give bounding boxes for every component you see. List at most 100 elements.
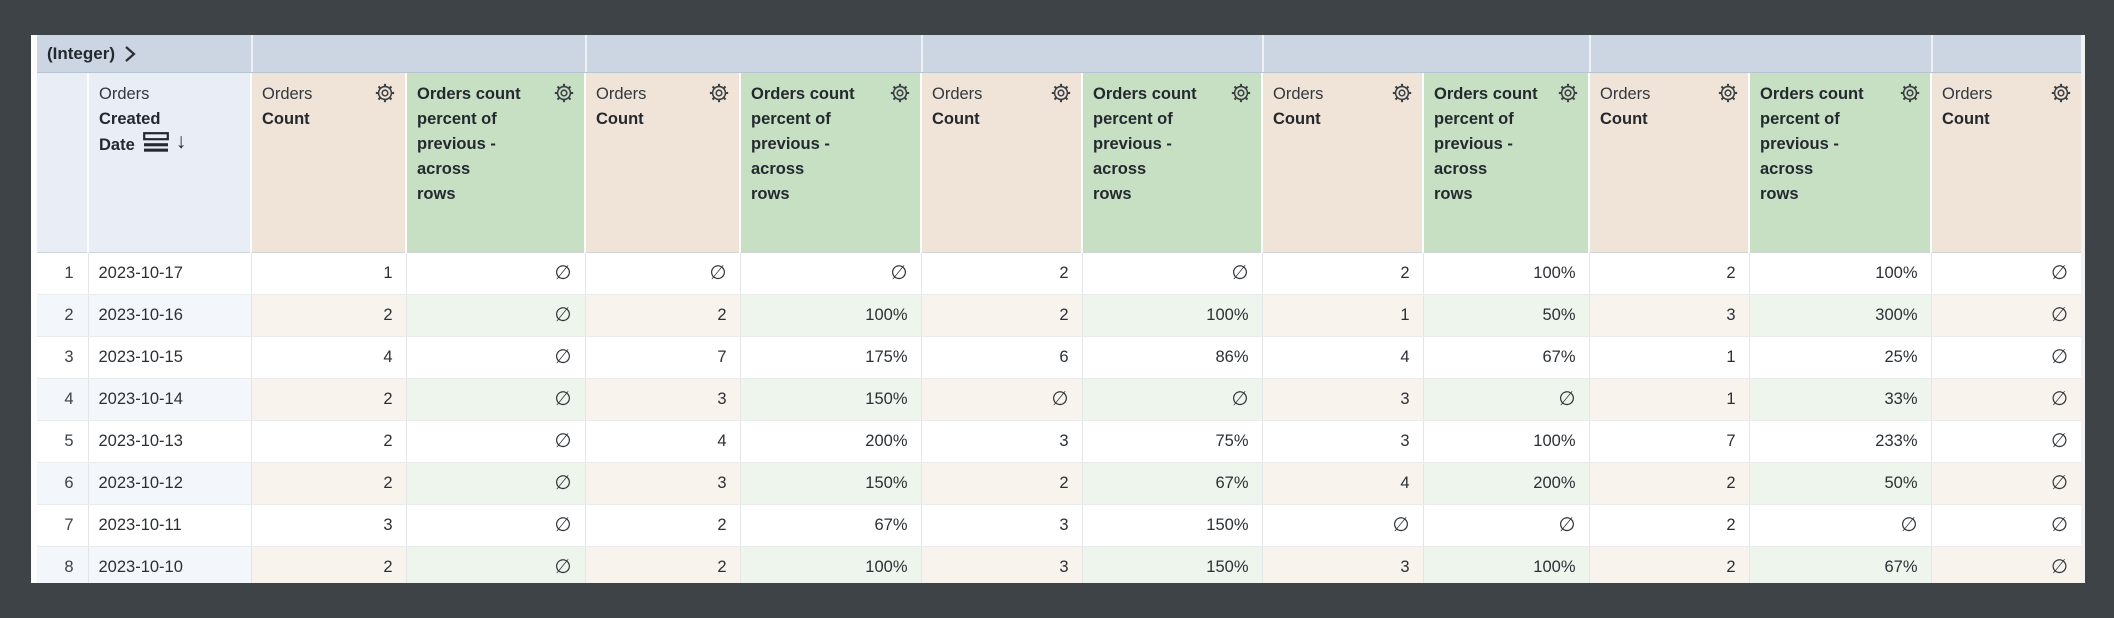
- count-cell[interactable]: 2: [1589, 546, 1750, 583]
- count-cell[interactable]: 2: [251, 378, 407, 421]
- count-cell[interactable]: ∅: [1262, 504, 1424, 547]
- count-cell[interactable]: 2: [1589, 252, 1750, 295]
- gear-icon[interactable]: [374, 82, 396, 104]
- count-cell[interactable]: ∅: [1931, 462, 2081, 505]
- count-cell[interactable]: ∅: [585, 252, 741, 295]
- count-cell[interactable]: 2: [921, 294, 1083, 337]
- percent-cell[interactable]: 150%: [740, 462, 922, 505]
- column-header-orders-count[interactable]: Orders Count: [1588, 73, 1749, 253]
- percent-cell[interactable]: 67%: [1082, 462, 1263, 505]
- percent-cell[interactable]: 150%: [1082, 546, 1263, 583]
- column-header-orders-count[interactable]: Orders Count: [1930, 73, 2081, 253]
- gear-icon[interactable]: [553, 82, 575, 104]
- gear-icon[interactable]: [2050, 82, 2072, 104]
- column-header-percent-of-previous[interactable]: Orders count percent of previous - across ro…: [1748, 73, 1931, 253]
- percent-cell[interactable]: 100%: [1423, 420, 1590, 463]
- percent-cell[interactable]: 100%: [1749, 252, 1932, 295]
- percent-cell[interactable]: ∅: [406, 252, 586, 295]
- column-header-percent-of-previous[interactable]: Orders count percent of previous - across ro…: [1422, 73, 1589, 253]
- percent-cell[interactable]: 300%: [1749, 294, 1932, 337]
- percent-cell[interactable]: ∅: [1082, 252, 1263, 295]
- count-cell[interactable]: ∅: [1931, 504, 2081, 547]
- count-cell[interactable]: 3: [585, 462, 741, 505]
- count-cell[interactable]: 3: [1262, 378, 1424, 421]
- count-cell[interactable]: 2: [921, 252, 1083, 295]
- percent-cell[interactable]: 100%: [1082, 294, 1263, 337]
- percent-cell[interactable]: ∅: [406, 336, 586, 379]
- percent-cell[interactable]: ∅: [406, 546, 586, 583]
- count-cell[interactable]: 2: [1589, 504, 1750, 547]
- percent-cell[interactable]: 67%: [740, 504, 922, 547]
- percent-cell[interactable]: 100%: [1423, 252, 1590, 295]
- count-cell[interactable]: 2: [585, 504, 741, 547]
- percent-cell[interactable]: 175%: [740, 336, 922, 379]
- chevron-right-icon[interactable]: [124, 45, 136, 63]
- percent-cell[interactable]: 100%: [740, 294, 922, 337]
- percent-cell[interactable]: 75%: [1082, 420, 1263, 463]
- percent-cell[interactable]: 100%: [1423, 546, 1590, 583]
- count-cell[interactable]: 2: [1262, 252, 1424, 295]
- count-cell[interactable]: 3: [1589, 294, 1750, 337]
- column-header-orders-count[interactable]: Orders Count: [584, 73, 740, 253]
- count-cell[interactable]: 2: [251, 462, 407, 505]
- percent-cell[interactable]: 150%: [1082, 504, 1263, 547]
- date-cell[interactable]: 2023-10-14: [88, 378, 252, 421]
- percent-cell[interactable]: ∅: [1749, 504, 1932, 547]
- count-cell[interactable]: 2: [251, 294, 407, 337]
- percent-cell[interactable]: 150%: [740, 378, 922, 421]
- date-cell[interactable]: 2023-10-10: [88, 546, 252, 583]
- column-header-created-date[interactable]: Orders Created Date ↓: [87, 73, 251, 253]
- percent-cell[interactable]: ∅: [406, 294, 586, 337]
- count-cell[interactable]: 7: [1589, 420, 1750, 463]
- gear-icon[interactable]: [1050, 82, 1072, 104]
- percent-cell[interactable]: 67%: [1749, 546, 1932, 583]
- count-cell[interactable]: 1: [1262, 294, 1424, 337]
- date-cell[interactable]: 2023-10-15: [88, 336, 252, 379]
- count-cell[interactable]: ∅: [1931, 252, 2081, 295]
- count-cell[interactable]: ∅: [1931, 546, 2081, 583]
- count-cell[interactable]: ∅: [1931, 420, 2081, 463]
- gear-icon[interactable]: [708, 82, 730, 104]
- gear-icon[interactable]: [1230, 82, 1252, 104]
- count-cell[interactable]: 3: [1262, 546, 1424, 583]
- date-cell[interactable]: 2023-10-11: [88, 504, 252, 547]
- count-cell[interactable]: ∅: [1931, 294, 2081, 337]
- percent-cell[interactable]: ∅: [406, 462, 586, 505]
- count-cell[interactable]: 1: [1589, 378, 1750, 421]
- date-cell[interactable]: 2023-10-17: [88, 252, 252, 295]
- percent-cell[interactable]: ∅: [1423, 378, 1590, 421]
- count-cell[interactable]: 3: [251, 504, 407, 547]
- count-cell[interactable]: 2: [251, 420, 407, 463]
- count-cell[interactable]: 2: [921, 462, 1083, 505]
- count-cell[interactable]: 4: [1262, 336, 1424, 379]
- percent-cell[interactable]: 100%: [740, 546, 922, 583]
- percent-cell[interactable]: 33%: [1749, 378, 1932, 421]
- percent-cell[interactable]: 86%: [1082, 336, 1263, 379]
- count-cell[interactable]: ∅: [1931, 336, 2081, 379]
- column-header-orders-count[interactable]: Orders Count: [1261, 73, 1423, 253]
- percent-cell[interactable]: 25%: [1749, 336, 1932, 379]
- date-cell[interactable]: 2023-10-13: [88, 420, 252, 463]
- gear-icon[interactable]: [1557, 82, 1579, 104]
- gear-icon[interactable]: [889, 82, 911, 104]
- percent-cell[interactable]: ∅: [406, 504, 586, 547]
- percent-cell[interactable]: ∅: [740, 252, 922, 295]
- percent-cell[interactable]: ∅: [406, 420, 586, 463]
- pivot-field-cell[interactable]: (Integer): [37, 35, 251, 72]
- gear-icon[interactable]: [1717, 82, 1739, 104]
- count-cell[interactable]: 1: [1589, 336, 1750, 379]
- percent-cell[interactable]: ∅: [406, 378, 586, 421]
- percent-cell[interactable]: 200%: [1423, 462, 1590, 505]
- count-cell[interactable]: 1: [251, 252, 407, 295]
- pivot-expand-chevron[interactable]: [124, 45, 136, 63]
- sort-desc-icon[interactable]: ↓: [175, 130, 187, 153]
- count-cell[interactable]: 3: [1262, 420, 1424, 463]
- count-cell[interactable]: 3: [921, 420, 1083, 463]
- count-cell[interactable]: 4: [585, 420, 741, 463]
- count-cell[interactable]: 6: [921, 336, 1083, 379]
- count-cell[interactable]: 3: [921, 504, 1083, 547]
- date-cell[interactable]: 2023-10-16: [88, 294, 252, 337]
- count-cell[interactable]: 4: [251, 336, 407, 379]
- percent-cell[interactable]: ∅: [1082, 378, 1263, 421]
- column-header-percent-of-previous[interactable]: Orders count percent of previous - across ro…: [405, 73, 585, 253]
